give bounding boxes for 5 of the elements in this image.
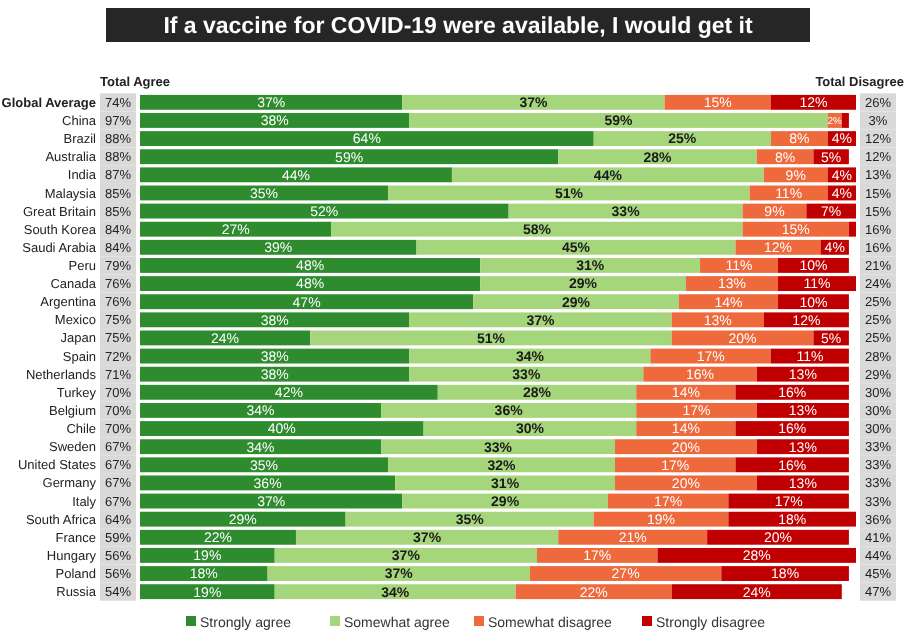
bar xyxy=(140,493,403,509)
bar xyxy=(664,94,771,110)
bar xyxy=(388,185,750,201)
bar xyxy=(310,330,672,346)
chart-title: If a vaccine for COVID-19 were available, I would get it xyxy=(163,15,753,40)
